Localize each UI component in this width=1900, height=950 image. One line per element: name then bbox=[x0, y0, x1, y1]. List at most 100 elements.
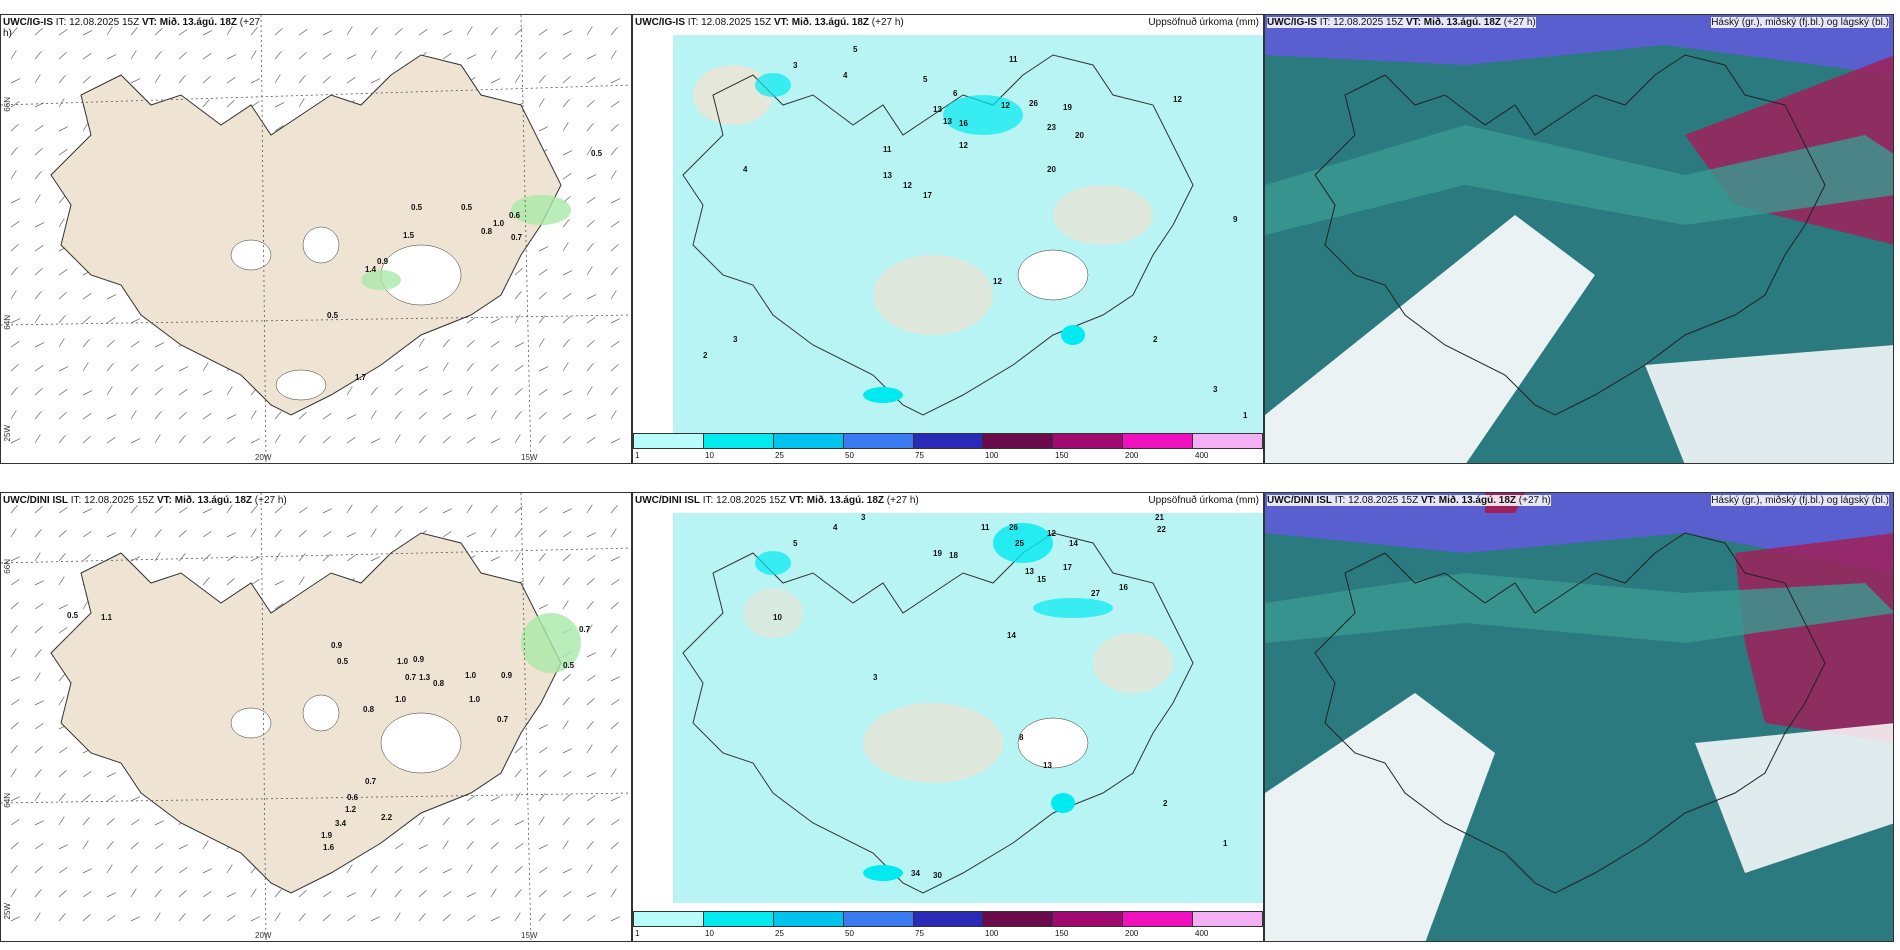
wind-barb bbox=[538, 770, 547, 778]
wind-barb bbox=[10, 267, 18, 276]
wind-barb bbox=[130, 387, 138, 396]
wind-barb bbox=[562, 99, 570, 108]
wind-barb bbox=[82, 122, 89, 132]
wind-barb bbox=[82, 817, 90, 826]
value-label: 19 bbox=[1063, 103, 1072, 112]
wind-barb bbox=[610, 556, 621, 562]
wind-barb bbox=[58, 389, 68, 396]
wind-barb bbox=[10, 745, 18, 754]
wind-barb bbox=[538, 412, 547, 420]
wind-barb bbox=[226, 555, 236, 562]
wind-barb bbox=[586, 54, 597, 60]
value-label: 1 bbox=[1223, 839, 1228, 848]
wind-barb bbox=[130, 50, 137, 60]
wind-barb bbox=[562, 339, 570, 348]
wind-barb bbox=[178, 412, 187, 420]
wind-barb bbox=[562, 390, 573, 396]
wind-barb bbox=[538, 816, 545, 826]
panel-title: UWC/IG-IS IT: 12.08.2025 15Z VT: Mið. 13… bbox=[3, 17, 261, 39]
wind-barb bbox=[586, 915, 596, 922]
wind-barb bbox=[58, 913, 66, 922]
wind-barb bbox=[562, 817, 570, 826]
colorbar-label: 75 bbox=[915, 929, 924, 938]
wind-barb bbox=[514, 51, 522, 60]
wind-barb bbox=[610, 819, 620, 826]
wind-barb bbox=[10, 796, 21, 802]
value-label: 20 bbox=[1047, 165, 1056, 174]
wind-barb bbox=[178, 844, 189, 850]
colorbar-swatch bbox=[634, 912, 704, 926]
wind-barb bbox=[562, 531, 572, 538]
wind-barb bbox=[34, 626, 43, 634]
wind-barb bbox=[202, 362, 209, 372]
wind-barb bbox=[58, 747, 68, 754]
value-label: 3 bbox=[793, 61, 798, 70]
value-label: 1.3 bbox=[419, 673, 431, 682]
wind-barb bbox=[586, 266, 593, 276]
value-label: 1.0 bbox=[395, 695, 407, 704]
value-label: 5 bbox=[793, 539, 798, 548]
wind-barb bbox=[202, 30, 213, 36]
wind-barb bbox=[562, 577, 570, 586]
wind-barb bbox=[586, 437, 596, 444]
wind-barb bbox=[490, 78, 501, 84]
wind-barb bbox=[58, 126, 69, 132]
wind-barb bbox=[322, 914, 331, 922]
wind-barb bbox=[34, 434, 41, 444]
value-label: 6 bbox=[953, 89, 958, 98]
wind-barb bbox=[226, 26, 233, 36]
wind-barb bbox=[586, 841, 594, 850]
wind-barb bbox=[586, 100, 595, 108]
wind-barb bbox=[202, 577, 210, 586]
wind-barb bbox=[610, 722, 619, 730]
wind-barb bbox=[586, 721, 594, 730]
wind-barb bbox=[10, 648, 17, 658]
value-label: 0.7 bbox=[365, 777, 377, 786]
wind-barb bbox=[466, 437, 476, 444]
wind-barb bbox=[106, 532, 117, 538]
value-label: 26 bbox=[1029, 99, 1038, 108]
wind-barb bbox=[322, 508, 333, 514]
wind-barb bbox=[274, 102, 285, 108]
wind-barb bbox=[466, 363, 474, 372]
wind-barb bbox=[418, 412, 427, 420]
wind-barb bbox=[58, 844, 69, 850]
panel-right-title: Uppsöfnuð úrkoma (mm) bbox=[1148, 17, 1259, 28]
wind-barb bbox=[514, 342, 525, 348]
wind-barb bbox=[226, 864, 233, 874]
panel-right-title: Háský (gr.), miðský (fj.bl.) og lágský (… bbox=[1711, 495, 1889, 506]
wind-barb bbox=[202, 840, 209, 850]
wind-barb bbox=[538, 246, 549, 252]
wind-barb bbox=[154, 388, 163, 396]
wind-barb bbox=[10, 170, 17, 180]
wind-barb bbox=[394, 843, 404, 850]
wind-barb bbox=[298, 553, 306, 562]
wind-barb bbox=[298, 98, 305, 108]
value-label: 11 bbox=[1009, 55, 1018, 64]
wind-barb bbox=[226, 892, 237, 898]
wind-barb bbox=[562, 122, 569, 132]
wind-barb bbox=[250, 410, 257, 420]
wind-barb bbox=[490, 318, 501, 324]
wind-barb bbox=[586, 174, 597, 180]
wind-barb bbox=[58, 435, 66, 444]
wind-barb bbox=[178, 29, 188, 36]
value-label: 1.0 bbox=[397, 657, 409, 666]
wind-barb bbox=[418, 435, 426, 444]
wind-barb bbox=[514, 912, 521, 922]
wind-barb bbox=[538, 292, 547, 300]
colorbar-label: 75 bbox=[915, 451, 924, 460]
wind-barb bbox=[442, 53, 452, 60]
value-label: 22 bbox=[1157, 525, 1166, 534]
wind-barb bbox=[562, 413, 572, 420]
wind-barb bbox=[490, 842, 499, 850]
wind-barb bbox=[514, 820, 525, 826]
wind-barb bbox=[538, 576, 545, 586]
wind-barb bbox=[490, 341, 500, 348]
wind-barb bbox=[322, 30, 333, 36]
wind-barb bbox=[10, 101, 20, 108]
wind-barb bbox=[130, 27, 138, 36]
wind-barb bbox=[34, 291, 42, 300]
wind-barb bbox=[154, 843, 164, 850]
value-label: 3 bbox=[1213, 385, 1218, 394]
